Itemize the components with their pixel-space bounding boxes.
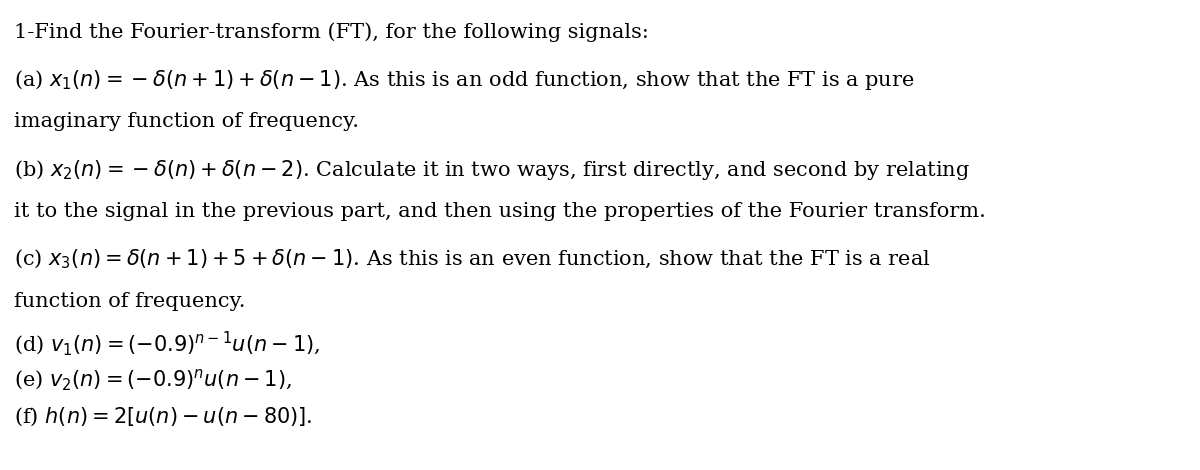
Text: (f) $h(n) = 2[u(n) - u(n - 80)]$.: (f) $h(n) = 2[u(n) - u(n - 80)]$. [14, 406, 313, 429]
Text: imaginary function of frequency.: imaginary function of frequency. [14, 112, 360, 131]
Text: 1-Find the Fourier-transform (FT), for the following signals:: 1-Find the Fourier-transform (FT), for t… [14, 22, 649, 42]
Text: function of frequency.: function of frequency. [14, 292, 246, 311]
Text: it to the signal in the previous part, and then using the properties of the Four: it to the signal in the previous part, a… [14, 202, 986, 221]
Text: (e) $v_2(n) = (-0.9)^{n}u(n - 1)$,: (e) $v_2(n) = (-0.9)^{n}u(n - 1)$, [14, 368, 293, 393]
Text: (c) $x_3(n) = \delta(n + 1) + 5 + \delta(n - 1)$. As this is an even function, s: (c) $x_3(n) = \delta(n + 1) + 5 + \delta… [14, 248, 931, 271]
Text: (b) $x_2(n) = -\delta(n) + \delta(n - 2)$. Calculate it in two ways, first direc: (b) $x_2(n) = -\delta(n) + \delta(n - 2)… [14, 158, 971, 182]
Text: (a) $x_1(n) = -\delta(n + 1) + \delta(n - 1)$. As this is an odd function, show : (a) $x_1(n) = -\delta(n + 1) + \delta(n … [14, 68, 916, 92]
Text: (d) $v_1(n) = (-0.9)^{n-1}u(n - 1)$,: (d) $v_1(n) = (-0.9)^{n-1}u(n - 1)$, [14, 330, 320, 359]
